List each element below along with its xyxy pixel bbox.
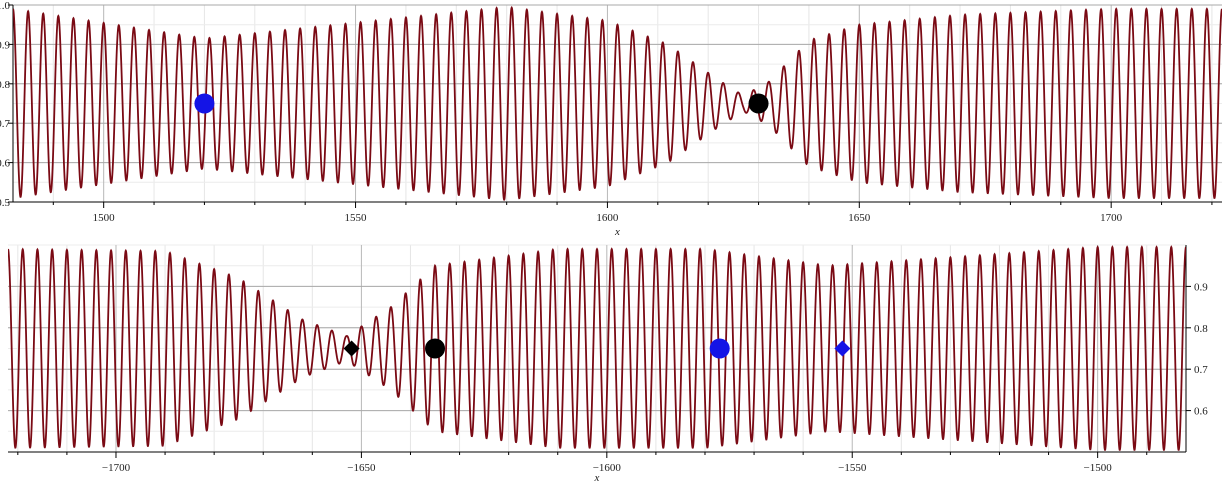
x-tick-label: 1700 xyxy=(1100,212,1123,224)
x-tick-label: 1500 xyxy=(93,212,116,224)
y-tick-label: 0.9 xyxy=(1194,281,1208,293)
y-tick-label: 0.7 xyxy=(0,118,11,130)
marker-circle xyxy=(194,93,215,114)
marker-diamond xyxy=(834,340,851,357)
x-axis-title: x xyxy=(594,472,600,484)
y-tick-label: 0.6 xyxy=(0,158,11,170)
chart-2: −1700 −1650 −1600 −1550 −1500 0.6 0.7 0.8 0.9 x xyxy=(8,244,1208,484)
x-tick-label: −1500 xyxy=(1084,462,1113,474)
series-line xyxy=(8,245,1186,451)
chart-1: 1500 1550 1600 1650 1700 0.5 0.6 0.7 0.8 0.9 1.0 x xyxy=(0,0,1222,238)
x-tick-label: −1700 xyxy=(102,462,131,474)
x-tick-label: 1600 xyxy=(596,212,619,224)
marker-circle xyxy=(748,93,769,114)
y-tick-label: 0.7 xyxy=(1194,364,1208,376)
y-tick-label: 0.8 xyxy=(1194,323,1208,335)
x-axis-title: x xyxy=(614,226,620,238)
x-tick-label: −1600 xyxy=(593,462,622,474)
x-tick-label: 1650 xyxy=(848,212,871,224)
marker-circle xyxy=(425,338,446,359)
y-tick-label: 0.8 xyxy=(0,79,11,91)
x-tick-label: −1550 xyxy=(838,462,867,474)
marker-circle xyxy=(709,338,730,359)
marker-diamond xyxy=(343,340,360,357)
y-tick-label: 0.5 xyxy=(0,197,11,209)
series-line xyxy=(13,5,1222,201)
y-tick-label: 1.0 xyxy=(0,0,11,12)
y-tick-label: 0.6 xyxy=(1194,406,1208,418)
x-tick-label: −1650 xyxy=(347,462,376,474)
y-tick-label: 0.9 xyxy=(0,39,11,51)
x-tick-label: 1550 xyxy=(345,212,368,224)
